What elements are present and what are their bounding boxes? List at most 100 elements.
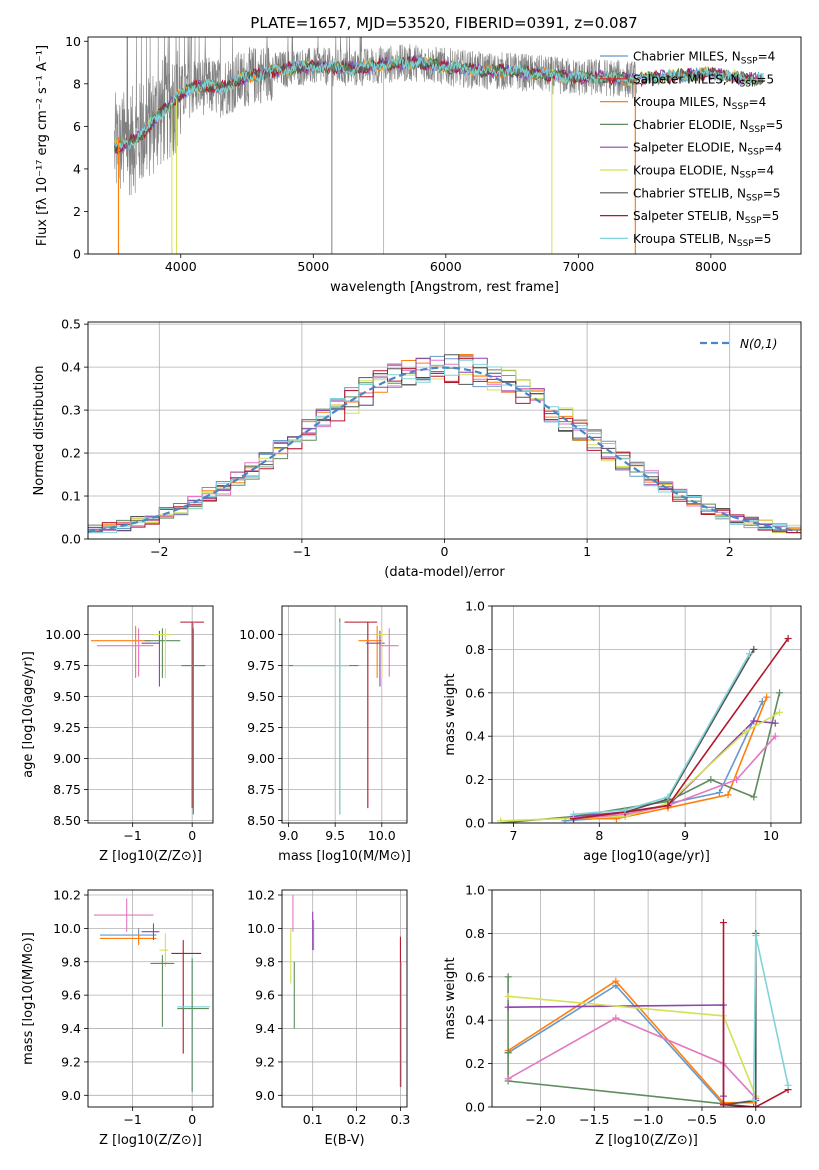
x-tick-label: 5000	[297, 259, 329, 274]
legend-sub: SSP	[740, 171, 757, 181]
y-tick-label: 9.2	[61, 1054, 81, 1069]
x-tick-label: 8	[595, 828, 603, 843]
observed-spectrum-line	[114, 37, 637, 196]
residuals-plot	[88, 354, 801, 534]
legend-name: Kroupa MILES, N	[633, 95, 732, 109]
legend-val: =5	[763, 186, 781, 200]
legend-val: =5	[754, 232, 772, 246]
residual-histogram	[88, 354, 801, 534]
legend-sub: SSP	[741, 57, 758, 67]
x-tick-label: 4000	[165, 259, 197, 274]
mass-vs-EBV-xlabel: E(B-V)	[324, 1133, 364, 1148]
axes-frame	[281, 889, 408, 1108]
legend-val: =4	[764, 141, 782, 155]
legend-entry: Kroupa STELIB, NSSP=5	[633, 232, 771, 249]
y-tick-label: 0.4	[465, 729, 485, 744]
weight_vs_age-plot	[497, 635, 792, 823]
y-tick-label: 0.4	[61, 360, 81, 375]
y-tick-label: 9.4	[255, 1021, 275, 1036]
axes-frame	[87, 36, 802, 255]
y-tick-label: 0.6	[465, 969, 485, 984]
x-tick-label: 7000	[562, 259, 594, 274]
age-vs-Z-xlabel: Z [log10(Z/Z⊙)]	[99, 849, 202, 864]
legend-name: Kroupa STELIB, N	[633, 232, 737, 246]
legend-val: =5	[762, 209, 780, 223]
legend-sub: SSP	[745, 216, 762, 226]
y-tick-label: 0.0	[465, 816, 485, 831]
y-tick-label: 8.75	[53, 782, 81, 797]
age_vs_Z-plot	[90, 621, 206, 815]
y-tick-label: 8.50	[53, 813, 81, 828]
y-tick-label: 8	[73, 76, 81, 91]
x-tick-label: 0	[188, 1112, 196, 1127]
legend-val: =5	[756, 72, 774, 86]
y-tick-label: 10.0	[53, 921, 81, 936]
residuals-xlabel: (data-model)/error	[384, 565, 505, 580]
legend-entry: Salpeter STELIB, NSSP=5	[633, 209, 779, 226]
y-tick-label: 0.5	[61, 317, 81, 332]
legend-name: Salpeter ELODIE, N	[633, 141, 747, 155]
y-tick-label: 0.0	[465, 1100, 485, 1115]
x-tick-label: −1	[293, 544, 311, 559]
weight-series-line	[722, 922, 789, 1107]
y-tick-label: 9.75	[53, 658, 81, 673]
y-tick-label: 0.8	[465, 926, 485, 941]
x-tick-label: 6000	[430, 259, 462, 274]
weight-series-line	[500, 692, 781, 823]
weight-series-line	[507, 976, 754, 1107]
mass_vs_Z-plot	[93, 898, 211, 1092]
legend-sub: SSP	[737, 239, 754, 249]
y-tick-label: 10.2	[53, 888, 81, 903]
x-tick-label: 0	[188, 828, 196, 843]
axes-frame	[281, 605, 408, 824]
age-vs-mass-xlabel: mass [log10(M/M⊙)]	[278, 849, 411, 864]
weight-series-line	[573, 653, 751, 816]
y-tick-label: 9.50	[53, 689, 81, 704]
legend-name: Kroupa ELODIE, N	[633, 164, 740, 178]
figure-title: PLATE=1657, MJD=53520, FIBERID=0391, z=0…	[250, 14, 637, 32]
axes-frame	[491, 889, 802, 1108]
x-tick-label: 1	[583, 544, 591, 559]
y-tick-label: 9.75	[247, 658, 275, 673]
y-tick-label: 0.4	[465, 1013, 485, 1028]
y-tick-label: 9.0	[61, 1088, 81, 1103]
legend-entry: Kroupa ELODIE, NSSP=4	[633, 164, 774, 181]
y-tick-label: 1.0	[465, 599, 485, 614]
age_vs_Z-axes: −1 0 8.50 8.75 9.00 9.25 9.50 9.75 10.00 Z [log10…	[21, 605, 214, 864]
normal-reference-curve	[88, 366, 799, 533]
residual-histogram	[88, 359, 801, 534]
y-tick-label: 9.25	[53, 720, 81, 735]
model-spectrum-line	[114, 55, 764, 150]
y-tick-label: 8.50	[247, 813, 275, 828]
legend-sub: SSP	[746, 193, 763, 203]
legend-entry: Salpeter MILES, NSSP=5	[633, 72, 774, 89]
legend-normal-label: N(0,1)	[740, 337, 777, 351]
y-tick-label: 9.8	[61, 954, 81, 969]
y-tick-label: 10.2	[247, 888, 275, 903]
spectrum-plot	[114, 37, 764, 254]
x-tick-label: 9.0	[279, 828, 299, 843]
weight_vs_Z-plot	[504, 919, 792, 1107]
legend-entry: Kroupa MILES, NSSP=4	[633, 95, 766, 112]
legend-entry: Chabrier MILES, NSSP=4	[633, 50, 775, 67]
mass_vs_EBV-axes: 0.1 0.2 0.3 9.0 9.2 9.4 9.6 9.8 10.0 10.2 E(B-V)	[247, 888, 410, 1148]
y-tick-label: 0.2	[465, 772, 485, 787]
y-tick-label: 9.6	[61, 988, 81, 1003]
legend-name: Chabrier MILES, N	[633, 50, 741, 64]
legend-name: Chabrier ELODIE, N	[633, 118, 749, 132]
legend-sub: SSP	[749, 125, 766, 135]
y-tick-label: 9.2	[255, 1054, 275, 1069]
y-tick-label: 10.00	[45, 627, 81, 642]
y-tick-label: 0.1	[61, 489, 81, 504]
legend-val: =4	[756, 164, 774, 178]
x-tick-label: −2.0	[525, 1112, 555, 1127]
legend-sub: SSP	[740, 79, 757, 89]
legend-name: Salpeter MILES, N	[633, 72, 740, 86]
x-tick-label: 0.1	[303, 1112, 323, 1127]
weight_vs_age-xlabel: age [log10(age/yr)]	[583, 849, 710, 864]
weight-series-line	[573, 638, 789, 820]
age-vs-Z-ylabel: age [log10(age/yr)]	[21, 651, 36, 778]
y-tick-label: 9.4	[61, 1021, 81, 1036]
mass_vs_EBV-plot	[290, 895, 402, 1087]
